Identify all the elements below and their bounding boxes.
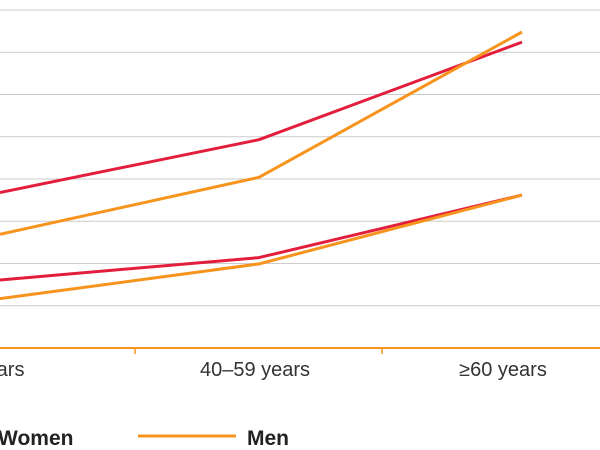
legend: Women Men xyxy=(0,427,289,450)
series-line-women-lower xyxy=(0,193,523,282)
x-tick-label: years xyxy=(0,359,24,381)
series-line-men-upper xyxy=(0,30,523,236)
x-axis-tick-labels: years 40–59 years ≥60 years xyxy=(0,359,547,381)
legend-label-men: Men xyxy=(247,427,289,450)
series-lines xyxy=(0,30,523,301)
series-line-women-upper xyxy=(0,40,523,194)
gridlines xyxy=(0,9,600,307)
x-axis-ticks xyxy=(134,348,383,354)
series-line-men-lower xyxy=(0,193,523,301)
x-tick-label: 40–59 years xyxy=(200,359,310,381)
x-tick-label: ≥60 years xyxy=(459,359,547,381)
legend-label-women: Women xyxy=(0,427,73,450)
